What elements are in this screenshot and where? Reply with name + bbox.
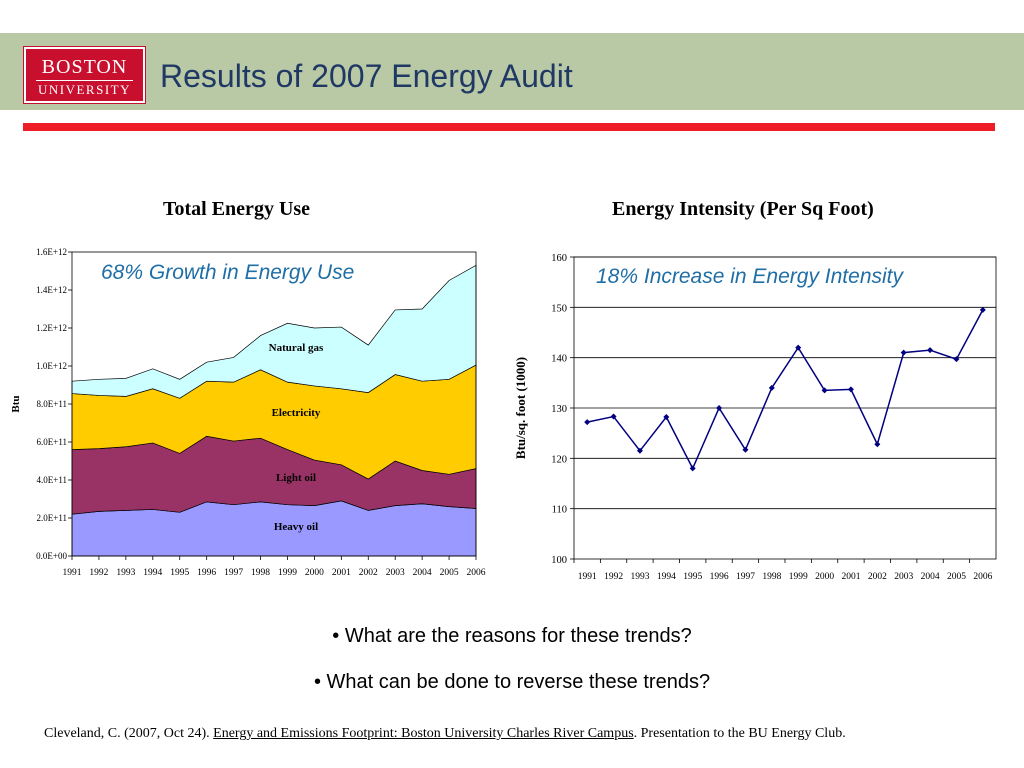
series-label-electricity: Electricity xyxy=(272,407,321,419)
data-point xyxy=(689,465,696,472)
data-point xyxy=(979,306,986,313)
intensity-increase-callout: 18% Increase in Energy Intensity xyxy=(596,265,904,288)
x-tick-label: 2002 xyxy=(868,572,887,582)
y-tick-label: 160 xyxy=(551,253,567,264)
data-point xyxy=(927,347,934,354)
y-tick-label: 8.0E+11 xyxy=(37,399,68,409)
y-axis-label: Btu/sq. foot (1000) xyxy=(513,357,528,459)
y-tick-label: 4.0E+11 xyxy=(37,475,68,485)
y-tick-label: 130 xyxy=(551,404,567,415)
slide-title: Results of 2007 Energy Audit xyxy=(160,58,573,94)
x-tick-label: 2004 xyxy=(413,568,432,578)
x-tick-label: 2003 xyxy=(894,572,913,582)
data-point xyxy=(663,414,670,421)
y-tick-label: 0.0E+00 xyxy=(36,551,67,561)
x-tick-label: 1991 xyxy=(578,572,597,582)
x-tick-label: 2006 xyxy=(973,572,992,582)
total-energy-area-chart: Heavy oil Light oil Electricity Natural gas… xyxy=(10,247,486,578)
y-axis-label: Btu xyxy=(10,395,22,412)
logo-line-2: UNIVERSITY xyxy=(38,82,131,97)
x-tick-label: 2000 xyxy=(815,572,834,582)
chart-title-total-energy: Total Energy Use xyxy=(163,198,311,220)
bullet-reverse: • What can be done to reverse these tren… xyxy=(313,671,711,693)
data-point xyxy=(874,441,881,448)
y-tick-label: 100 xyxy=(551,555,567,566)
x-tick-label: 2006 xyxy=(467,568,486,578)
x-tick-label: 2001 xyxy=(332,568,351,578)
x-tick-label: 1995 xyxy=(170,568,189,578)
x-tick-label: 1997 xyxy=(224,568,243,578)
data-point xyxy=(636,447,643,454)
x-tick-label: 2003 xyxy=(386,568,405,578)
energy-growth-callout: 68% Growth in Energy Use xyxy=(101,261,355,284)
y-tick-label: 140 xyxy=(551,354,567,365)
data-point xyxy=(847,386,854,393)
x-tick-label: 1995 xyxy=(683,572,702,582)
citation-prefix: Cleveland, C. (2007, Oct 24). xyxy=(44,726,214,741)
series-label-natural-gas: Natural gas xyxy=(269,342,324,354)
x-tick-label: 1994 xyxy=(657,572,676,582)
x-tick-label: 1998 xyxy=(251,568,270,578)
x-tick-label: 2001 xyxy=(841,572,860,582)
energy-intensity-line-chart: 100 110 120 130 140 150 160 1991 1992 1993 1994 199… xyxy=(513,253,997,582)
data-point xyxy=(742,446,749,453)
citation: Cleveland, C. (2007, Oct 24). Energy and… xyxy=(44,724,974,743)
x-tick-label: 1996 xyxy=(710,572,729,582)
y-tick-label: 110 xyxy=(552,505,567,516)
series-label-light-oil: Light oil xyxy=(276,472,316,484)
data-point xyxy=(584,419,591,426)
data-point xyxy=(795,344,802,351)
y-tick-label: 2.0E+11 xyxy=(37,513,68,523)
y-tick-label: 6.0E+11 xyxy=(37,437,68,447)
intensity-series-line xyxy=(587,309,984,471)
x-tick-label: 1992 xyxy=(604,572,623,582)
x-tick-label: 1996 xyxy=(197,568,216,578)
x-tick-label: 1992 xyxy=(89,568,108,578)
data-point xyxy=(953,356,960,363)
x-tick-label: 1999 xyxy=(789,572,808,582)
x-tick-label: 2002 xyxy=(359,568,378,578)
y-tick-label: 150 xyxy=(551,303,567,314)
y-tick-label: 1.4E+12 xyxy=(36,285,67,295)
logo-line-1: BOSTON xyxy=(41,56,128,78)
citation-suffix: . Presentation to the BU Energy Club. xyxy=(633,726,846,741)
logo-divider xyxy=(36,80,133,81)
chart-title-energy-intensity: Energy Intensity (Per Sq Foot) xyxy=(612,198,874,220)
data-point xyxy=(821,387,828,394)
series-label-heavy-oil: Heavy oil xyxy=(274,521,318,533)
x-tick-label: 2005 xyxy=(440,568,459,578)
data-point xyxy=(768,384,775,391)
data-point xyxy=(900,349,907,356)
y-tick-label: 1.6E+12 xyxy=(36,247,67,257)
x-tick-label: 2005 xyxy=(947,572,966,582)
y-tick-label: 1.0E+12 xyxy=(36,361,67,371)
x-tick-label: 2000 xyxy=(305,568,324,578)
x-tick-label: 1998 xyxy=(762,572,781,582)
bullet-reasons: • What are the reasons for these trends? xyxy=(332,625,692,647)
x-tick-label: 1999 xyxy=(278,568,297,578)
data-point xyxy=(610,413,617,420)
boston-university-logo: BOSTON UNIVERSITY xyxy=(23,46,146,104)
slide-header: BOSTON UNIVERSITY Results of 2007 Energy… xyxy=(0,33,1024,110)
accent-bar xyxy=(23,123,995,131)
x-tick-label: 1993 xyxy=(630,572,649,582)
x-tick-label: 2004 xyxy=(921,572,940,582)
x-tick-label: 1994 xyxy=(143,568,162,578)
x-tick-label: 1991 xyxy=(63,568,82,578)
y-tick-label: 120 xyxy=(551,454,567,465)
citation-link[interactable]: Energy and Emissions Footprint: Boston U… xyxy=(213,726,634,741)
data-point xyxy=(716,405,723,411)
x-tick-label: 1997 xyxy=(736,572,755,582)
x-tick-label: 1993 xyxy=(116,568,135,578)
y-tick-label: 1.2E+12 xyxy=(36,323,67,333)
